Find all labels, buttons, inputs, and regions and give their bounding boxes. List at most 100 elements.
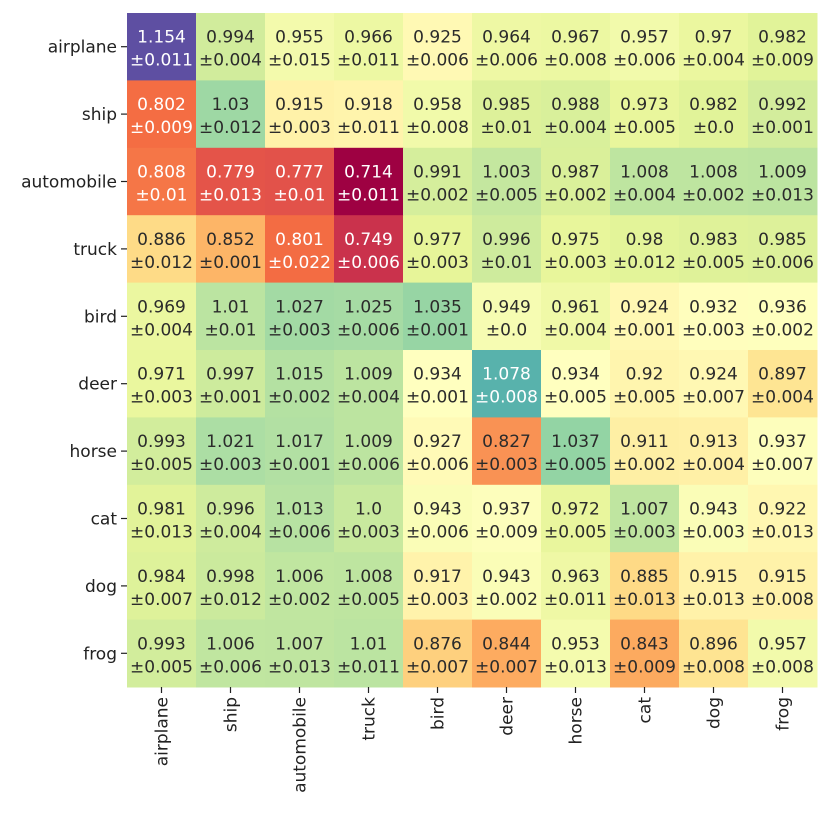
heatmap-cell: 0.915 ±0.013 [679,552,749,621]
heatmap-cell: 0.967 ±0.008 [541,13,611,81]
cell-error-label: ±0.004 [613,186,676,206]
heatmap-cell-rect [127,417,197,486]
cell-error-label: ±0.013 [130,523,193,543]
heatmap-cell-rect [472,80,542,149]
cell-error-label: ±0.004 [682,51,745,71]
cell-value-label: 1.0 [355,500,382,520]
heatmap-cell: 1.013 ±0.006 [265,484,335,553]
cell-error-label: ±0.004 [751,388,814,408]
heatmap-cell: 0.982 ±0.0 [679,80,749,149]
heatmap-cell: 0.994 ±0.004 [196,13,266,81]
heatmap-cell: 1.01 ±0.01 [196,282,266,351]
cell-value-label: 0.985 [482,95,531,115]
heatmap-cell: 0.993 ±0.005 [127,417,197,486]
heatmap-cell: 1.008 ±0.004 [610,147,680,216]
cell-error-label: ±0.011 [130,51,193,71]
heatmap-cell: 0.961 ±0.004 [541,282,611,351]
cell-value-label: 0.808 [137,163,186,183]
heatmap-cell-rect [196,552,266,621]
heatmap-cell: 0.949 ±0.0 [472,282,542,351]
heatmap-cell-rect [334,13,404,81]
cell-value-label: 0.911 [620,432,669,452]
cell-value-label: 0.949 [482,297,531,317]
cell-error-label: ±0.004 [130,320,193,340]
cell-value-label: 0.984 [137,567,186,587]
cell-error-label: ±0.009 [751,51,814,71]
cell-error-label: ±0.009 [475,523,538,543]
heatmap-cell-rect [610,417,680,486]
cell-error-label: ±0.008 [751,590,814,610]
heatmap-cell-rect [472,417,542,486]
heatmap-cell-rect [610,147,680,216]
cell-error-label: ±0.006 [613,51,676,71]
cell-value-label: 0.886 [137,230,186,250]
cell-value-label: 0.801 [275,230,324,250]
cell-value-label: 0.981 [137,500,186,520]
heatmap-cell: 0.985 ±0.006 [748,215,818,284]
heatmap-cell: 1.027 ±0.003 [265,282,335,351]
heatmap-cell: 0.852 ±0.001 [196,215,266,284]
heatmap-cell: 0.963 ±0.011 [541,552,611,621]
cell-error-label: ±0.01 [273,186,325,206]
y-tick-label: bird [84,307,117,327]
cell-error-label: ±0.005 [682,253,745,273]
y-tick-label: dog [85,577,117,597]
cell-value-label: 0.943 [482,567,531,587]
y-axis-labels: airplane ship automobile truck bird deer horse… [21,38,127,664]
cell-value-label: 0.913 [689,432,738,452]
heatmap-cell-rect [334,80,404,149]
heatmap-cell-rect [265,350,335,418]
cell-error-label: ±0.007 [475,657,538,677]
heatmap-cell-rect [265,417,335,486]
cell-value-label: 0.885 [620,567,669,587]
y-tick-label: automobile [21,173,117,193]
heatmap-cell-rect [679,417,749,486]
heatmap-cell-rect [403,619,473,688]
heatmap-cell-rect [748,147,818,216]
heatmap-cell-rect [541,619,611,688]
cell-error-label: ±0.0 [486,320,527,340]
heatmap-cell: 1.154 ±0.011 [127,13,197,81]
cell-error-label: ±0.003 [682,320,745,340]
cell-error-label: ±0.006 [337,455,400,475]
x-tick-label: ship [222,697,242,732]
heatmap-cell: 0.955 ±0.015 [265,13,335,81]
cell-value-label: 1.025 [344,297,393,317]
heatmap-cell-rect [196,619,266,688]
cell-error-label: ±0.003 [268,118,331,138]
cell-value-label: 0.934 [551,365,600,385]
heatmap-cell: 0.953 ±0.013 [541,619,611,688]
x-tick-label: deer [498,697,518,736]
cell-error-label: ±0.006 [406,523,469,543]
heatmap-cell: 1.009 ±0.004 [334,350,404,418]
heatmap-cell: 0.97 ±0.004 [679,13,749,81]
cell-value-label: 1.017 [275,432,324,452]
cell-error-label: ±0.003 [544,253,607,273]
heatmap-cell-rect [334,552,404,621]
cell-value-label: 0.994 [206,28,255,48]
heatmap-cell-rect [748,282,818,351]
heatmap-cell-rect [610,282,680,351]
heatmap-cell-rect [403,147,473,216]
cell-error-label: ±0.003 [613,523,676,543]
x-tick-label: automobile [291,697,311,793]
heatmap-cell-rect [334,619,404,688]
heatmap-cell-rect [127,282,197,351]
cell-error-label: ±0.005 [475,186,538,206]
cell-error-label: ±0.006 [406,51,469,71]
heatmap-cell-rect [127,484,197,553]
cell-error-label: ±0.013 [613,590,676,610]
cell-value-label: 0.998 [206,567,255,587]
cell-error-label: ±0.01 [480,118,532,138]
heatmap-cell: 1.009 ±0.013 [748,147,818,216]
heatmap-cell: 0.971 ±0.003 [127,350,197,418]
heatmap-cell-rect [748,484,818,553]
cell-error-label: ±0.002 [751,320,814,340]
heatmap-cell-rect [403,484,473,553]
heatmap-cell: 1.015 ±0.002 [265,350,335,418]
heatmap-cell-rect [541,282,611,351]
cell-error-label: ±0.003 [130,388,193,408]
cell-error-label: ±0.005 [544,455,607,475]
cell-error-label: ±0.002 [682,186,745,206]
cell-value-label: 1.007 [620,500,669,520]
